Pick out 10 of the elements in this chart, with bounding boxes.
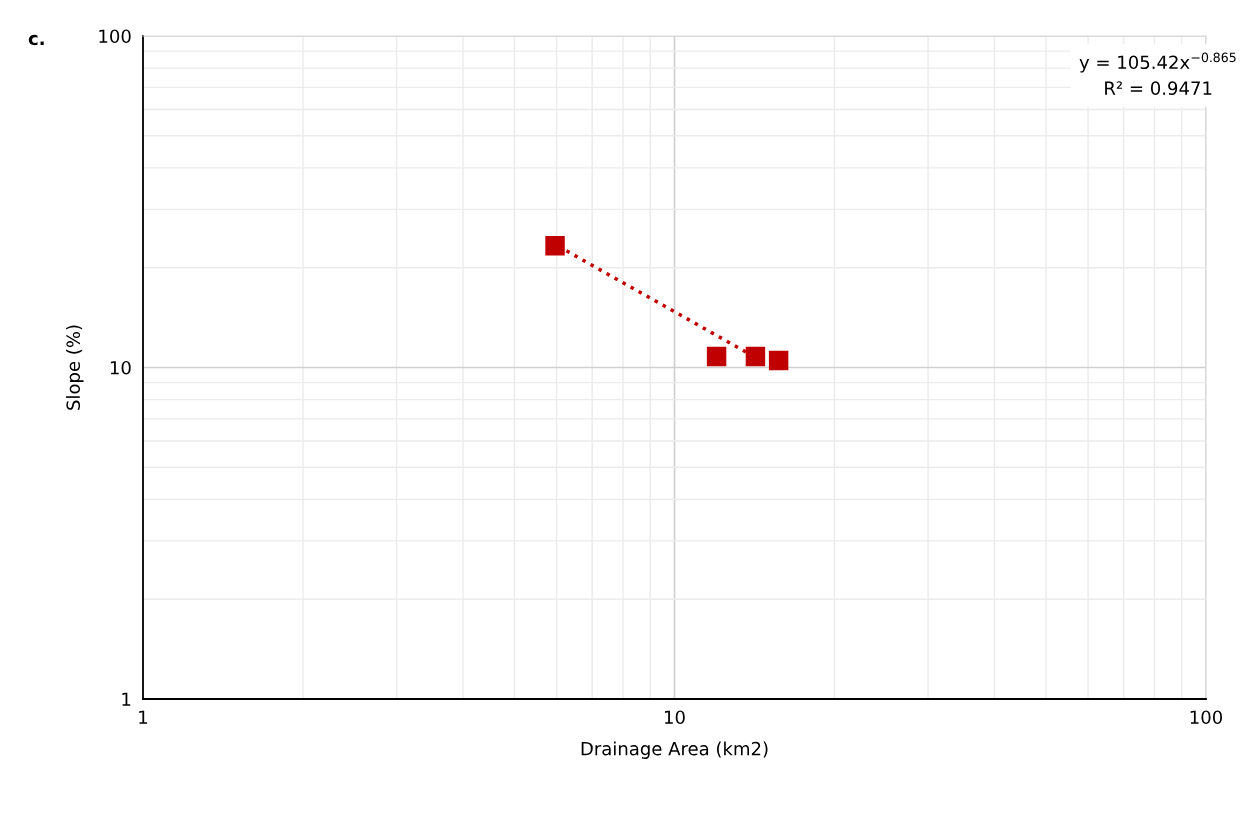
x-tick-label: 100 xyxy=(1190,710,1223,725)
y-tick-label: 10 xyxy=(110,360,131,375)
y-tick-label: 1 xyxy=(122,692,131,706)
x-axis-title: Drainage Area (km2) xyxy=(581,741,768,759)
text: c. xyxy=(28,34,44,46)
x-tick-label: 1 xyxy=(139,710,148,724)
text: y = 105.42x$^{−0.865}$ R² = 0.9471 xyxy=(1079,52,1236,95)
y-tick-label: 100 xyxy=(99,29,131,44)
y-axis-title: Slope (%) xyxy=(66,325,84,410)
x-tick-label: 10 xyxy=(665,710,685,725)
